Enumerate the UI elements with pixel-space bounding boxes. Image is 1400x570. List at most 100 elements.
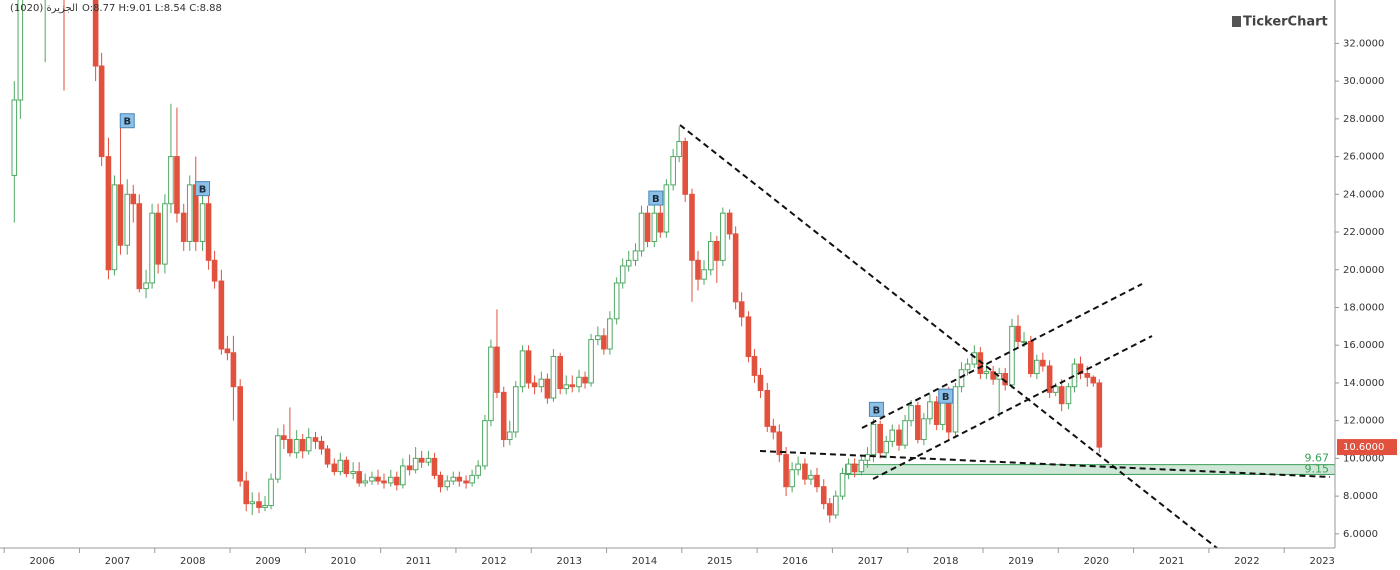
candle-body (663, 184, 670, 233)
candle-body (350, 471, 356, 474)
candle-body (268, 478, 274, 507)
candle-body (494, 346, 500, 393)
candle-body (550, 356, 557, 399)
signal-marker (868, 401, 884, 417)
candle-body (927, 401, 933, 420)
candle-body (864, 454, 871, 461)
candle-body (275, 435, 281, 480)
candle-body (387, 476, 394, 484)
candle-body (563, 384, 570, 390)
candle-body (1084, 373, 1091, 378)
candle-body (369, 476, 375, 482)
candle-body (456, 476, 463, 482)
x-tick-label: 2007 (105, 556, 130, 567)
brand: TickerChart (1243, 15, 1328, 30)
y-tick-label: 26.0000 (1343, 152, 1384, 163)
signal-marker (195, 181, 211, 197)
candle-body (569, 384, 576, 388)
candle-body (644, 212, 651, 242)
x-tick-label: 2018 (933, 556, 958, 567)
candle-body (111, 184, 118, 271)
zone-label: 9.67 (1305, 452, 1330, 465)
candle-body (98, 65, 105, 158)
candle-body (149, 212, 155, 284)
y-tick-label: 32.0000 (1343, 38, 1384, 49)
candle-body (720, 212, 726, 261)
candle-body (1096, 382, 1103, 448)
candle-body (356, 471, 362, 484)
candle-body (832, 495, 839, 516)
candle-body (789, 469, 795, 488)
candle-body (676, 140, 682, 158)
trend-line (872, 335, 1153, 480)
candle-body (802, 463, 808, 480)
y-tick-label: 16.0000 (1343, 340, 1384, 351)
signal-marker (119, 113, 135, 129)
candle-body (463, 480, 469, 484)
candle-body (964, 363, 971, 371)
candle-body (896, 429, 902, 446)
candle-body (256, 501, 262, 508)
y-tick-label: 12.0000 (1343, 416, 1384, 427)
last-price-tag (1337, 439, 1397, 456)
candle-body (375, 476, 381, 482)
candle-body (105, 156, 112, 271)
candle-body (211, 259, 218, 282)
candle-body (870, 423, 877, 456)
candle-body (958, 369, 965, 388)
candle-body (117, 184, 124, 246)
candle-body (814, 474, 820, 488)
candle-body (281, 435, 287, 441)
x-tick-label: 2008 (180, 556, 205, 567)
y-tick-label: 18.0000 (1343, 302, 1384, 313)
candle-body (1046, 365, 1053, 393)
candle-body (613, 282, 620, 320)
candle-body (262, 505, 268, 508)
candle-body (482, 420, 488, 467)
candle-body (475, 465, 481, 476)
y-tick-label: 28.0000 (1343, 114, 1384, 125)
candle-body (488, 346, 494, 422)
candle-body (638, 212, 645, 252)
trend-line (759, 450, 1331, 478)
candle-body (851, 463, 858, 473)
trend-line (679, 124, 1219, 548)
candle-body (143, 282, 149, 290)
signal-label: B (942, 392, 950, 403)
candle-body (186, 184, 193, 242)
candle-body (795, 463, 801, 471)
candle-body (450, 476, 457, 482)
candle-body (738, 301, 745, 318)
ohlc-readout: O:8.77 H:9.01 L:8.54 C:8.88 (82, 3, 222, 14)
candle-body (588, 339, 594, 384)
candle-body (92, 0, 99, 67)
candle-body (155, 212, 161, 265)
candle-body (845, 463, 852, 474)
candle-body (632, 250, 639, 261)
candle-body (538, 378, 545, 388)
plot-area (11, 0, 1335, 523)
candle-body (619, 265, 626, 284)
y-tick-label: 6.0000 (1343, 529, 1378, 540)
candle-body (1040, 359, 1046, 367)
x-tick-label: 2014 (632, 556, 657, 567)
candle-body (168, 156, 174, 205)
y-tick-label: 10.0000 (1343, 453, 1384, 464)
candle-body (726, 212, 733, 235)
candle-body (312, 437, 319, 442)
candle-body (607, 318, 613, 350)
x-tick-label: 2019 (1008, 556, 1033, 567)
candle-body (418, 457, 425, 463)
candle-body (557, 356, 564, 390)
candle-body (770, 425, 777, 433)
candle-body (582, 376, 588, 384)
symbol: الجزيرة (1020) (10, 3, 78, 14)
candle-body (902, 420, 908, 446)
candle-body (1052, 386, 1059, 393)
candle-body (237, 386, 243, 482)
candle-body (293, 439, 300, 454)
candle-body (952, 386, 959, 433)
candle-body (1071, 363, 1078, 388)
signal-marker (938, 388, 954, 404)
